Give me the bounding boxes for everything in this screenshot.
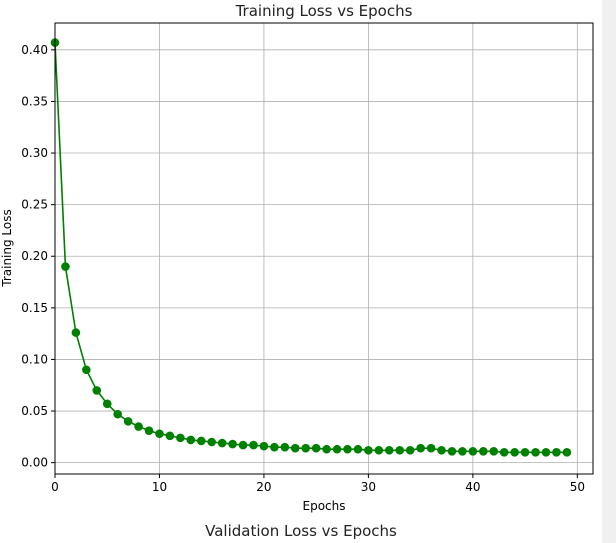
x-tick-label: 30 — [361, 480, 376, 494]
x-tick-label: 50 — [570, 480, 585, 494]
data-point — [541, 448, 551, 457]
y-axis-label: Training Loss — [0, 209, 14, 287]
data-point — [280, 442, 290, 452]
data-point — [437, 445, 446, 455]
y-tick-label: 0.15 — [21, 301, 48, 315]
x-tick-label: 20 — [256, 480, 271, 494]
y-tick-label: 0.10 — [21, 352, 48, 366]
data-point — [207, 437, 216, 447]
data-point — [144, 426, 154, 435]
data-point — [332, 444, 342, 454]
data-point — [228, 439, 237, 449]
data-point — [384, 445, 394, 455]
data-point — [416, 443, 425, 453]
data-point — [447, 446, 457, 456]
data-point — [552, 448, 561, 457]
y-tick-label: 0.20 — [21, 249, 48, 263]
data-point — [395, 445, 405, 455]
data-point — [186, 435, 196, 445]
y-tick-label: 0.40 — [21, 43, 48, 57]
data-point — [238, 440, 248, 450]
y-tick-label: 0.30 — [21, 146, 48, 160]
y-tick-label: 0.25 — [21, 198, 48, 212]
data-point — [196, 436, 206, 446]
x-axis-label: Epochs — [303, 499, 346, 513]
data-point — [458, 446, 467, 456]
data-point — [217, 438, 227, 448]
data-point — [290, 443, 300, 453]
data-point — [113, 409, 122, 419]
data-point — [82, 365, 91, 375]
x-tick-label: 10 — [152, 480, 167, 494]
data-point — [468, 446, 478, 456]
series-line — [54, 42, 567, 454]
data-point — [364, 445, 373, 455]
data-point — [479, 446, 488, 456]
data-point — [353, 444, 363, 454]
data-point — [71, 328, 81, 337]
chart-title: Training Loss vs Epochs — [235, 2, 413, 20]
plot-area — [50, 38, 572, 457]
data-point — [249, 440, 258, 450]
data-point — [322, 444, 331, 454]
plot-frame — [54, 22, 594, 475]
data-point — [270, 442, 279, 452]
data-point — [489, 446, 499, 456]
x-tick-label: 0 — [51, 480, 59, 494]
data-point — [92, 386, 102, 395]
data-point — [102, 399, 112, 409]
data-point — [499, 448, 509, 457]
y-tick-label: 0.05 — [21, 404, 48, 418]
grid-lines — [54, 23, 593, 474]
data-point — [426, 443, 436, 453]
data-point — [510, 448, 519, 457]
data-point — [405, 445, 415, 455]
y-tick-label: 0.35 — [21, 94, 48, 108]
data-point — [562, 448, 572, 457]
data-point — [165, 431, 175, 441]
data-point — [134, 422, 143, 431]
x-tick-label: 40 — [465, 480, 480, 494]
y-tick-label: 0.00 — [21, 456, 48, 470]
axis-ticks: 0 10 20 30 40 50 0.00 0.05 0.10 0.15 0.20 0.25 0.30 0… — [21, 43, 585, 494]
data-point — [61, 262, 70, 271]
data-point — [520, 448, 530, 457]
data-point — [259, 441, 269, 451]
scrollbar-track[interactable] — [602, 0, 616, 543]
data-point — [531, 448, 540, 457]
data-point — [155, 429, 164, 439]
data-point — [374, 445, 384, 455]
data-point — [343, 444, 352, 454]
data-point — [176, 433, 185, 443]
data-point — [301, 443, 311, 453]
data-point — [311, 443, 321, 453]
next-chart-title: Validation Loss vs Epochs — [205, 522, 397, 540]
training-loss-chart: Training Loss vs Epochs 0 10 20 30 40 500.000… — [0, 2, 594, 513]
data-point — [123, 417, 133, 426]
